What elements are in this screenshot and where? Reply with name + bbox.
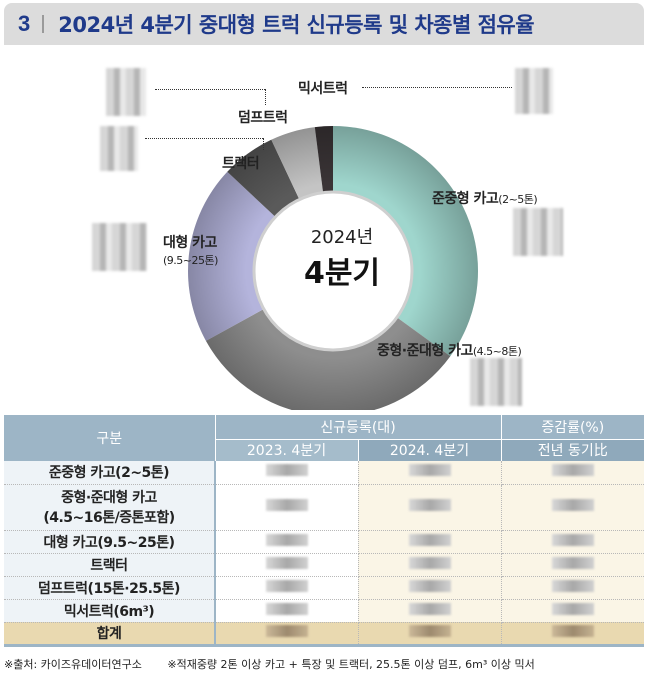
section-number: 3 bbox=[18, 11, 31, 36]
blurred-cell bbox=[265, 579, 308, 592]
table-row: 트랙터 bbox=[4, 553, 644, 577]
blurred-cell bbox=[551, 499, 594, 511]
blurred-cell bbox=[265, 499, 308, 511]
label-large-cargo: 대형 카고 (9.5~25톤) bbox=[163, 235, 218, 267]
blurred-cell bbox=[408, 625, 451, 637]
page-title: 2024년 4분기 중대형 트럭 신규등록 및 차종별 점유율 bbox=[58, 13, 535, 37]
blurred-cell bbox=[551, 625, 594, 637]
blurred-cell bbox=[265, 625, 308, 637]
header-category: 구분 bbox=[4, 415, 215, 461]
blurred-cell bbox=[408, 556, 451, 569]
blurred-value-large-cargo bbox=[92, 223, 147, 271]
table-row: 준중형 카고(2~5톤) bbox=[4, 461, 644, 485]
registration-table: 구분 신규등록(대) 증감률(%) 2023. 4분기 2024. 4분기 전년… bbox=[4, 415, 644, 647]
leader-line-tractor-v bbox=[263, 138, 264, 150]
blurred-cell bbox=[551, 464, 594, 477]
table-total-row: 합계 bbox=[4, 622, 644, 647]
row-name: 믹서트럭(6m³) bbox=[4, 599, 216, 623]
definition-note: ※적재중량 2톤 이상 카고 + 특장 및 트랙터, 25.5톤 이상 덤프, … bbox=[167, 658, 535, 671]
blurred-cell bbox=[408, 602, 451, 615]
header-registrations: 신규등록(대) bbox=[214, 415, 501, 439]
row-name: 중형·준대형 카고 (4.5~16톤/증톤포함) bbox=[4, 484, 216, 531]
label-mixer: 믹서트럭 bbox=[298, 81, 348, 97]
blurred-cell bbox=[408, 579, 451, 592]
table-row: 덤프트럭(15톤·25.5톤) bbox=[4, 576, 644, 600]
donut-center-year: 2024년 bbox=[310, 227, 374, 248]
donut-hole bbox=[252, 190, 414, 352]
total-label: 합계 bbox=[4, 622, 216, 647]
blurred-value-mixer bbox=[515, 68, 553, 114]
blurred-cell bbox=[551, 579, 594, 592]
blurred-cell bbox=[265, 533, 308, 546]
blurred-cell bbox=[265, 464, 308, 477]
blurred-cell bbox=[408, 499, 451, 511]
header-2023: 2023. 4분기 bbox=[214, 438, 358, 461]
blurred-cell bbox=[551, 556, 594, 569]
header-yoy: 전년 동기比 bbox=[500, 438, 644, 461]
blurred-value-dump bbox=[106, 68, 146, 116]
row-name: 덤프트럭(15톤·25.5톤) bbox=[4, 576, 216, 600]
header-change: 증감률(%) bbox=[500, 415, 644, 439]
table-row: 대형 카고(9.5~25톤) bbox=[4, 530, 644, 554]
title-bar: 3 2024년 4분기 중대형 트럭 신규등록 및 차종별 점유율 bbox=[4, 3, 644, 45]
table-row: 믹서트럭(6m³) bbox=[4, 599, 644, 623]
leader-line-mixer bbox=[362, 87, 512, 88]
blurred-value-medium-cargo bbox=[470, 358, 522, 406]
header-2024: 2024. 4분기 bbox=[357, 438, 501, 461]
label-dump: 덤프트럭 bbox=[238, 110, 288, 126]
donut-chart-area: 2024년 4분기 믹서트럭 덤프트럭 트랙터 대형 카고 (9.5~25톤) 준… bbox=[0, 50, 650, 410]
donut-chart bbox=[187, 126, 479, 410]
donut-center-quarter: 4분기 bbox=[303, 256, 381, 291]
row-name: 대형 카고(9.5~25톤) bbox=[4, 530, 216, 554]
blurred-value-semi-medium-cargo bbox=[513, 208, 563, 256]
blurred-cell bbox=[551, 533, 594, 546]
table-row: 중형·준대형 카고 (4.5~16톤/증톤포함) bbox=[4, 484, 644, 531]
blurred-cell bbox=[265, 602, 308, 615]
blurred-cell bbox=[408, 533, 451, 546]
blurred-cell bbox=[551, 602, 594, 615]
blurred-cell bbox=[408, 464, 451, 477]
label-tractor: 트랙터 bbox=[222, 156, 260, 172]
blurred-value-tractor bbox=[100, 126, 138, 171]
leader-line-tractor bbox=[145, 138, 263, 139]
title-divider bbox=[42, 15, 45, 33]
row-name: 트랙터 bbox=[4, 553, 216, 577]
leader-line-dump-v bbox=[265, 89, 266, 105]
blurred-cell bbox=[265, 556, 308, 569]
row-name: 준중형 카고(2~5톤) bbox=[4, 461, 216, 485]
source-note: ※출처: 카이즈유데이터연구소 bbox=[4, 658, 142, 671]
label-semi-medium-cargo: 준중형 카고(2~5톤) bbox=[432, 191, 538, 207]
label-medium-cargo: 중형·준대형 카고(4.5~8톤) bbox=[377, 343, 522, 359]
leader-line-dump bbox=[155, 89, 265, 90]
footer: ※출처: 카이즈유데이터연구소 ※적재중량 2톤 이상 카고 + 특장 및 트랙… bbox=[4, 656, 557, 672]
